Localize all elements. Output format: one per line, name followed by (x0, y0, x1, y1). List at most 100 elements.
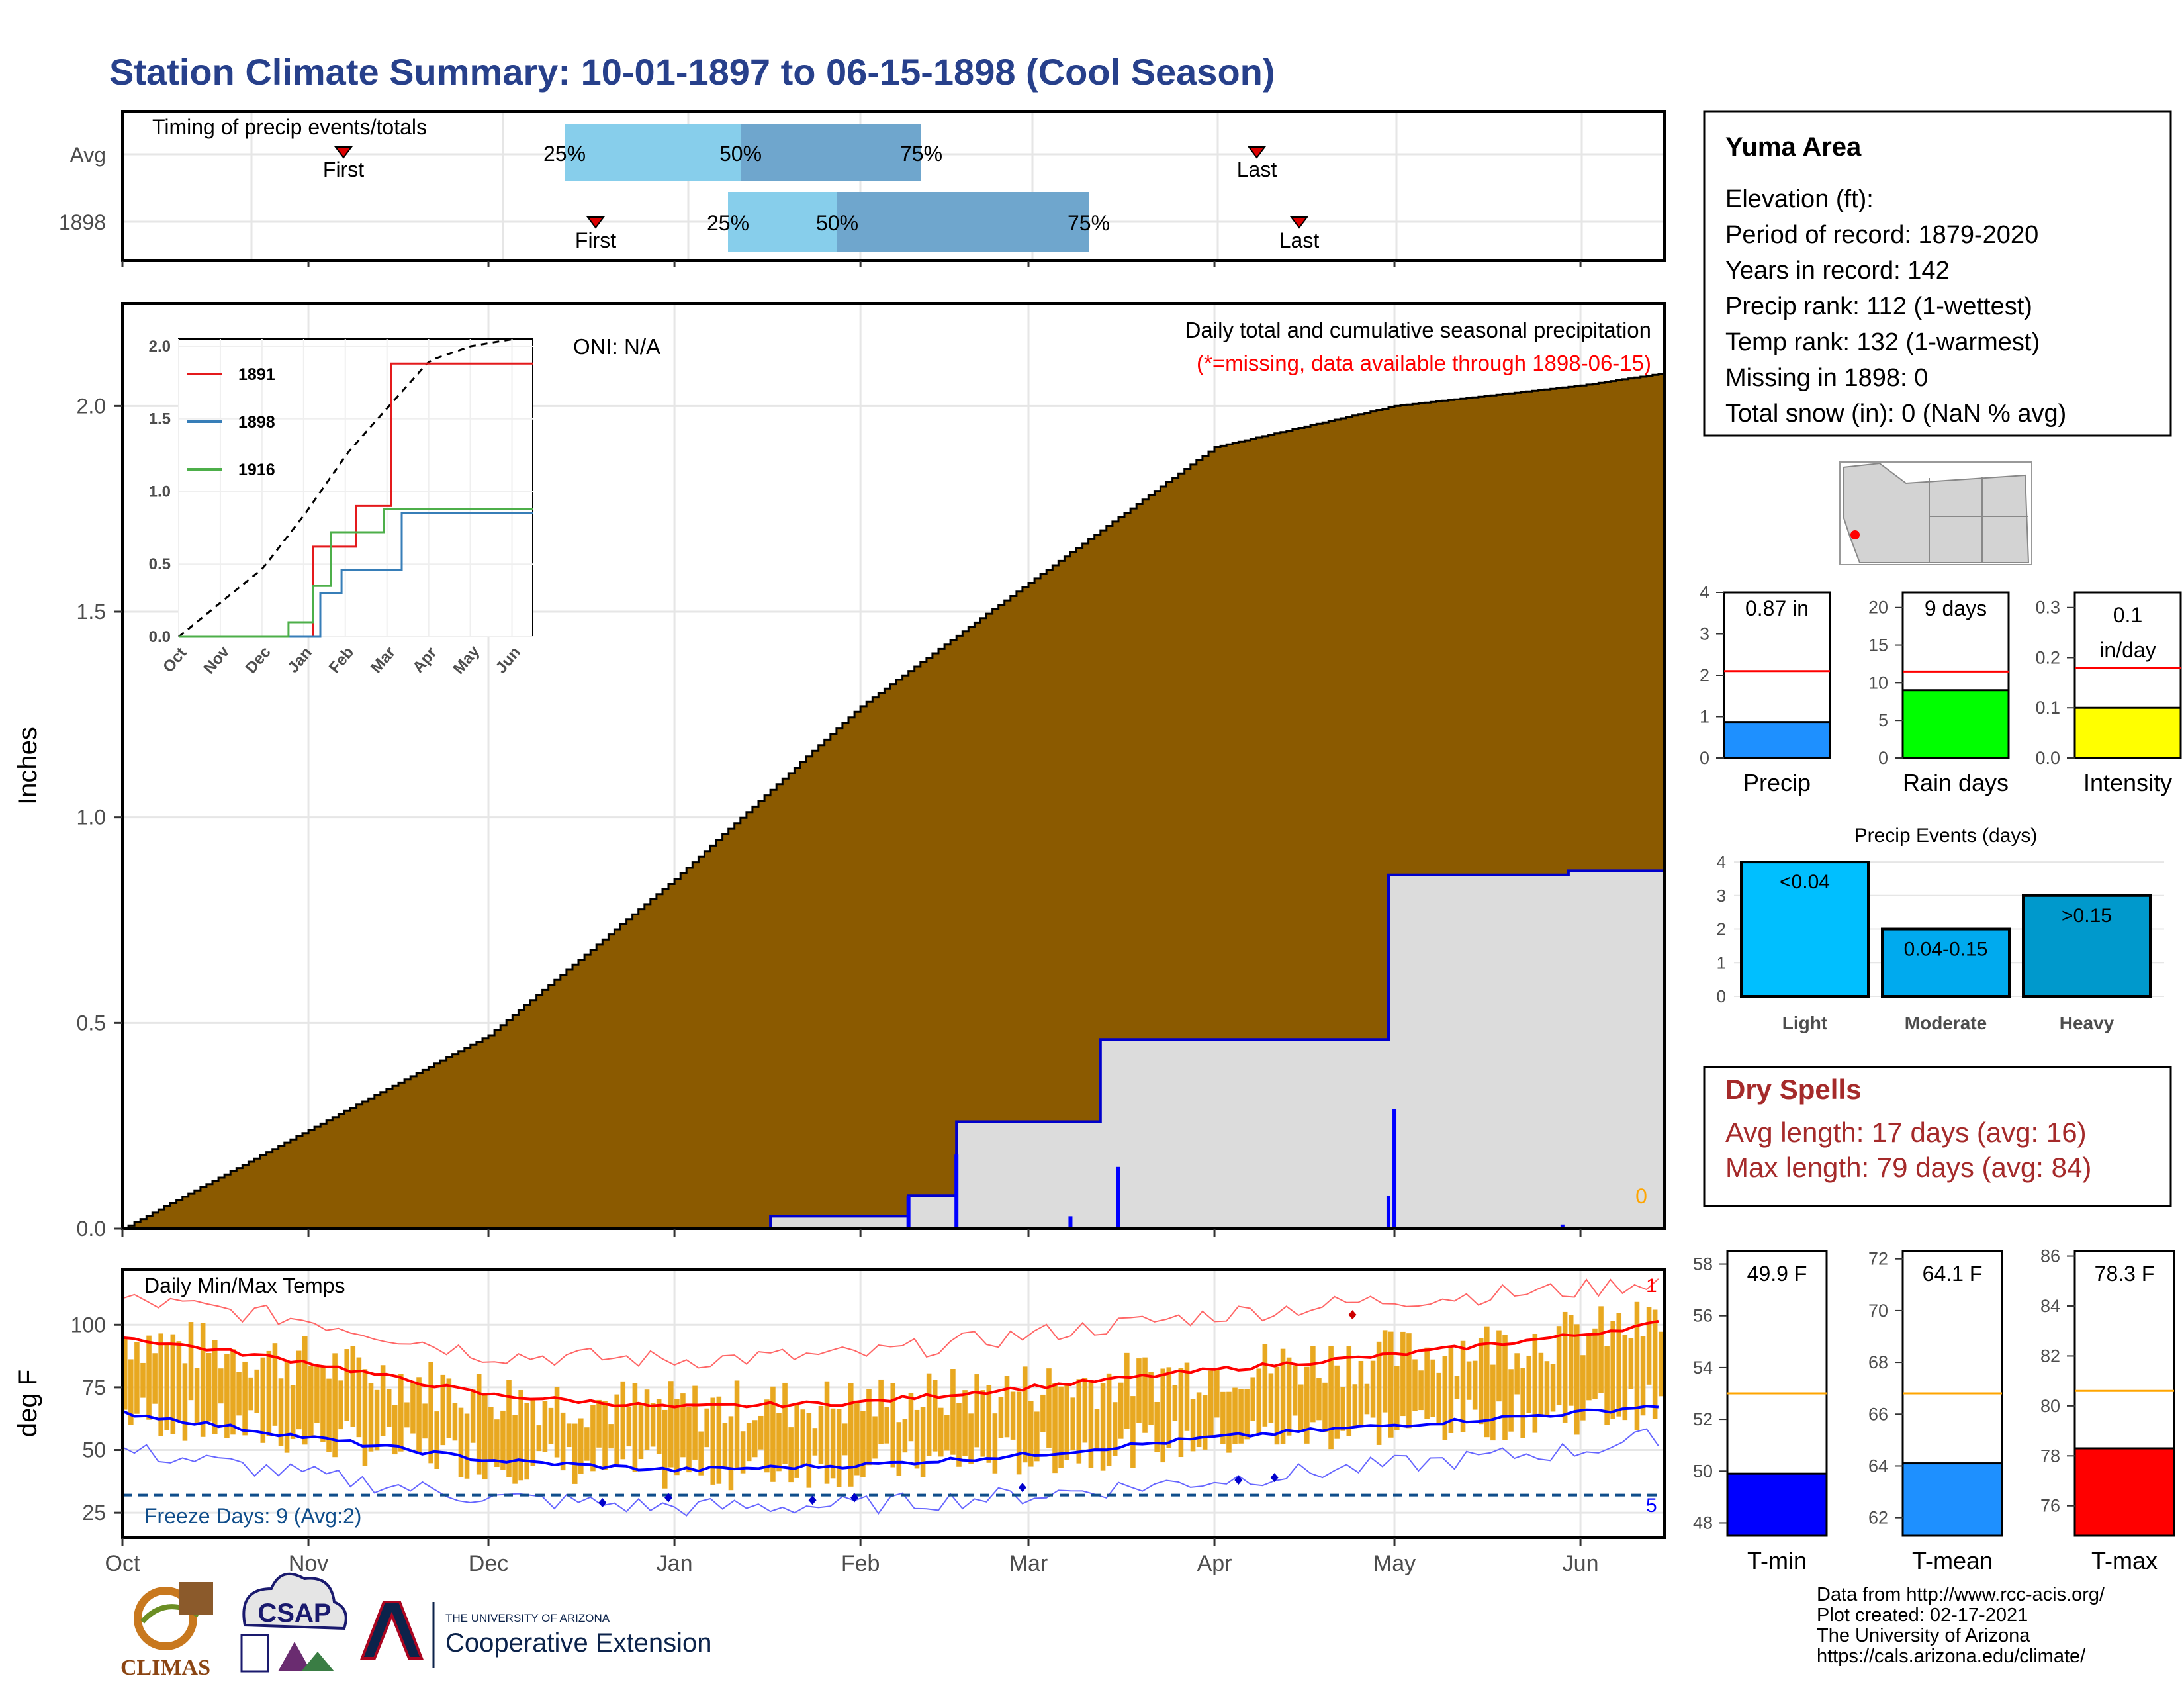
daily-temp-bar (764, 1399, 770, 1473)
daily-temp-bar (392, 1405, 398, 1455)
temp-label-T-mean: T-mean (1912, 1547, 1993, 1574)
events-x-label-Heavy: Heavy (2060, 1013, 2115, 1033)
daily-temp-bar (812, 1428, 818, 1456)
daily-precip-bar (954, 1154, 959, 1229)
daily-temp-bar (1088, 1382, 1094, 1468)
daily-temp-bar (140, 1362, 146, 1398)
daily-temp-bar (206, 1353, 212, 1422)
temp-y-tick: 76 (2040, 1496, 2060, 1516)
daily-temp-bar (1292, 1365, 1298, 1416)
temp-y-tick: 75 (82, 1376, 106, 1399)
station-name: Yuma Area (1725, 132, 1862, 162)
inset-x-tick: Dec (242, 643, 275, 677)
daily-temp-bar (1442, 1356, 1448, 1440)
daily-temp-bar (554, 1387, 560, 1458)
daily-temp-bar (698, 1431, 704, 1476)
inset-x-tick: May (449, 642, 483, 678)
daily-temp-bar (818, 1405, 824, 1464)
daily-temp-bar (1400, 1331, 1406, 1417)
daily-temp-bar (128, 1359, 134, 1425)
daily-temp-bar (398, 1374, 404, 1452)
inset-x-tick: Jun (492, 643, 524, 677)
month-label-Nov: Nov (289, 1551, 328, 1576)
precip-events-chart: Precip Events (days) 0 1 2 3 4 <0.04 Light 0.04… (1717, 825, 2164, 1033)
temp-y-tick: 56 (1693, 1306, 1713, 1326)
locator-map (1839, 461, 2032, 565)
dry-spells-avg: Avg length: 17 days (avg: 16) (1725, 1117, 2087, 1148)
month-label-Jan: Jan (657, 1551, 693, 1576)
daily-temp-bar (1244, 1389, 1250, 1440)
daily-temp-bar (854, 1400, 860, 1476)
mini-y-tick: 0.2 (2035, 647, 2060, 667)
daily-temp-bar (1568, 1315, 1574, 1406)
station-missing: Missing in 1898: 0 (1725, 364, 1928, 392)
record-low-marker (598, 1498, 607, 1508)
timing-1898-first-marker (586, 216, 605, 229)
daily-temp-bar (656, 1399, 662, 1454)
daily-temp-bar (1316, 1378, 1322, 1421)
temp-y-tick: 82 (2040, 1346, 2060, 1366)
temp-y-tick: 54 (1693, 1358, 1713, 1378)
daily-temp-bar (1550, 1364, 1556, 1412)
daily-temp-bar (1478, 1338, 1484, 1425)
daily-temp-bar (1310, 1346, 1316, 1423)
timing-1898-bar-50-75 (837, 192, 1089, 252)
station-period: Period of record: 1879-2020 (1725, 221, 2038, 249)
daily-temp-bar (512, 1415, 518, 1484)
daily-temp-bar (1250, 1377, 1256, 1421)
precip-y-label: Inches (13, 727, 42, 805)
freeze-days-label: Freeze Days: 9 (Avg:2) (144, 1504, 361, 1528)
inset-x-tick: Jan (284, 644, 315, 677)
timing-avg-p50: 50% (719, 142, 762, 165)
credit-plot-date: Plot created: 02-17-2021 (1817, 1605, 2028, 1626)
temp-value-text: 64.1 F (1923, 1262, 1983, 1286)
temp-y-tick: 68 (1868, 1352, 1888, 1372)
daily-temp-bar (266, 1350, 272, 1436)
dry-spells-title: Dry Spells (1725, 1074, 1861, 1105)
daily-temp-bar (146, 1335, 152, 1420)
daily-temp-bar (1532, 1333, 1538, 1433)
events-y-tick: 2 (1717, 919, 1726, 939)
daily-temp-bar (1544, 1361, 1550, 1415)
daily-temp-bar (1526, 1355, 1532, 1413)
daily-temp-bar (182, 1363, 188, 1441)
daily-temp-bar (584, 1427, 590, 1461)
temp-y-label: deg F (13, 1370, 42, 1437)
precip-panel-subtitle: (*=missing, data available through 1898-… (1197, 351, 1651, 375)
mini-bar-charts: 0 1 2 3 4 0.87 in Precip 0 5 10 15 20 9 days Rain day… (1700, 583, 2182, 796)
daily-temp-bar (1028, 1401, 1034, 1467)
daily-temp-bar (434, 1411, 440, 1469)
daily-temp-bar (170, 1334, 176, 1434)
daily-temp-bar (1424, 1347, 1430, 1419)
daily-temp-bar (692, 1385, 698, 1460)
temp-y-tick: 62 (1868, 1508, 1888, 1528)
daily-temp-bar (1328, 1346, 1334, 1450)
daily-temp-bar (602, 1401, 608, 1470)
daily-temp-bar (1646, 1307, 1652, 1385)
ua-logo: THE UNIVERSITY OF ARIZONA Cooperative Ex… (360, 1601, 711, 1668)
daily-temp-bar (884, 1407, 889, 1444)
daily-temp-bar (980, 1390, 986, 1457)
record-high-line (122, 1278, 1659, 1369)
daily-temp-bar (800, 1409, 806, 1466)
timing-avg-first-marker (334, 146, 353, 159)
timing-1898-first-label: First (575, 228, 616, 252)
mini-value-text: 9 days (1925, 596, 1987, 620)
daily-temp-bar (212, 1340, 218, 1434)
daily-temp-bar (680, 1393, 686, 1458)
daily-temp-bar (878, 1379, 884, 1444)
inset-y-tick: 0.5 (149, 555, 171, 573)
daily-temp-bar (1214, 1368, 1220, 1418)
daily-temp-bar (428, 1362, 433, 1464)
daily-temp-bar (938, 1407, 944, 1457)
daily-temp-bar (308, 1366, 314, 1438)
timing-row-avg: Avg (69, 143, 106, 167)
mini-value-text: in/day (2099, 638, 2156, 662)
events-title: Precip Events (days) (1854, 825, 2038, 847)
daily-temp-bar (1112, 1402, 1118, 1456)
climas-logo: CLIMAS (120, 1582, 213, 1680)
timing-avg-p25: 25% (543, 142, 586, 165)
daily-temp-bar (992, 1413, 998, 1474)
inset-legend-label: 1891 (238, 365, 275, 384)
daily-temp-bar (1598, 1306, 1604, 1393)
